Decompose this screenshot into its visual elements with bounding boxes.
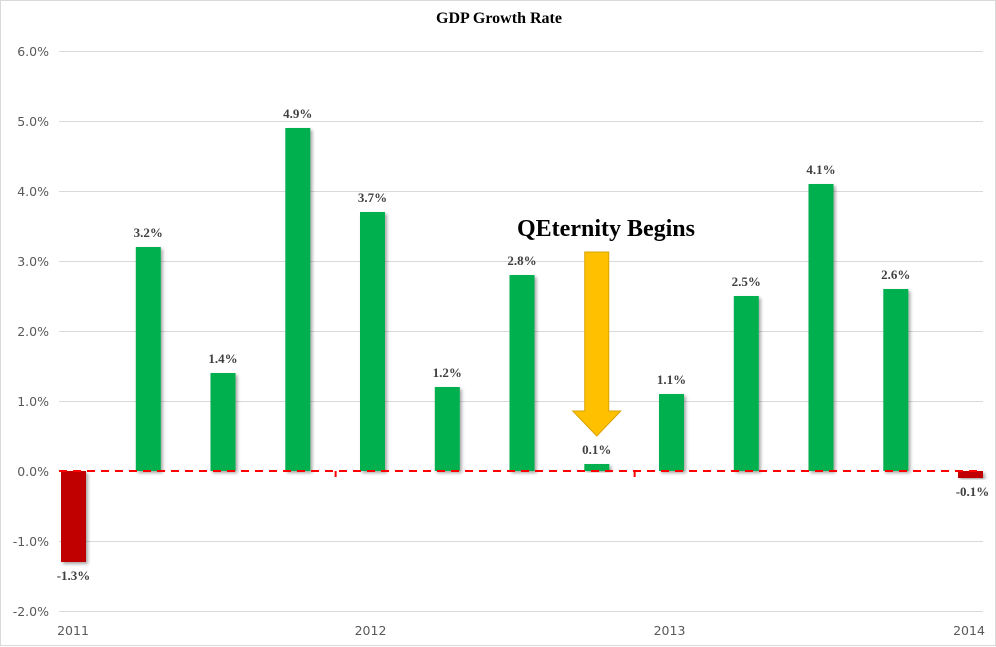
annotations: QEternity Begins [517,216,695,437]
bar-q1-2012 [360,212,385,471]
arrow-down-icon [571,251,622,437]
x-axis-ticks: 2011 2012 2013 2014 [57,471,985,638]
bar-q2-2013 [733,296,759,471]
bar-q1-2011 [61,471,86,562]
y-tick-label: 4.0% [17,184,49,199]
data-label: 3.2% [134,225,163,240]
data-label: 4.1% [806,162,835,177]
y-tick-label: -1.0% [13,534,49,549]
bar-q1-2013 [659,394,684,471]
bars [61,128,983,562]
bar-q2-2011 [135,247,161,471]
y-tick-label: 1.0% [17,394,49,409]
x-tick-label: 2012 [355,623,387,638]
data-label: 3.7% [358,190,387,205]
bar-q4-2011 [285,128,311,471]
y-tick-label: 2.0% [17,324,49,339]
y-tick-label: -2.0% [13,604,49,619]
data-label: 2.6% [881,267,910,282]
data-label: 1.4% [208,351,237,366]
x-tick-label: 2014 [953,623,985,638]
y-tick-label: 3.0% [17,254,49,269]
data-label: -1.3% [57,568,91,583]
data-label: 1.2% [433,365,462,380]
x-tick-label: 2011 [57,623,89,638]
chart-title: GDP Growth Rate [436,10,562,27]
bar-q3-2011 [210,373,236,471]
y-tick-label: 5.0% [17,114,49,129]
y-tick-label: 6.0% [17,44,49,59]
bar-q3-2012 [509,275,535,471]
bar-q1-2014 [958,471,983,478]
y-tick-label: 0.0% [17,464,49,479]
annotation-text: QEternity Begins [517,216,695,242]
data-label: 0.1% [582,442,611,457]
bar-q2-2012 [434,387,460,471]
y-axis-ticks: -2.0% -1.0% 0.0% 1.0% 2.0% 3.0% 4.0% 5.0% 6.0% [13,44,49,619]
data-label: 1.1% [657,372,686,387]
data-label: 4.9% [283,106,312,121]
bar-q4-2013 [883,289,909,471]
data-label: -0.1% [956,484,990,499]
bar-q4-2012 [584,464,610,471]
data-label: 2.8% [507,253,536,268]
bar-q3-2013 [808,184,834,471]
x-tick-label: 2013 [654,623,686,638]
data-label: 2.5% [732,274,761,289]
data-labels: -1.3% 3.2% 1.4% 4.9% 3.7% 1.2% 2.8% 0.1% 1.1% 2.5… [57,106,990,583]
